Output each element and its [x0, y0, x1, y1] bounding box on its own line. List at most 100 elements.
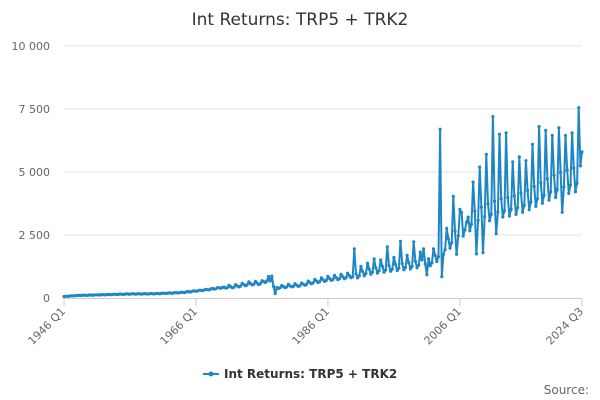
x-tick-label: 2024 Q3: [544, 305, 587, 348]
data-point: [572, 166, 576, 170]
data-point: [544, 128, 548, 132]
data-point: [352, 247, 356, 251]
data-point: [225, 286, 229, 290]
data-point: [438, 127, 442, 131]
data-point: [402, 268, 406, 272]
data-point: [445, 226, 449, 230]
data-point: [417, 263, 421, 267]
data-point: [568, 183, 573, 187]
data-point: [560, 210, 564, 214]
data-point: [453, 229, 457, 233]
data-point: [549, 190, 553, 194]
data-point: [552, 173, 556, 177]
data-point: [473, 209, 477, 213]
data-point: [489, 212, 493, 216]
data-point: [464, 220, 469, 224]
data-point: [433, 253, 437, 257]
data-point: [448, 246, 452, 250]
data-point: [559, 170, 563, 175]
data-point: [420, 258, 424, 262]
data-point: [410, 264, 414, 268]
data-point: [430, 261, 434, 265]
data-point: [456, 234, 460, 238]
data-point: [370, 270, 375, 274]
data-point: [565, 168, 569, 172]
data-point: [463, 228, 467, 232]
data-point: [497, 132, 502, 136]
data-point: [382, 270, 386, 274]
data-point: [491, 115, 495, 119]
data-point: [372, 257, 376, 261]
data-point: [468, 229, 472, 233]
data-point: [540, 201, 545, 205]
data-point: [362, 274, 366, 278]
series-line: [63, 106, 583, 298]
x-tick-label: 2006 Q1: [422, 305, 465, 348]
data-point: [524, 159, 528, 163]
data-point: [379, 258, 383, 262]
data-point: [455, 252, 459, 256]
data-point: [304, 282, 309, 286]
data-point: [575, 181, 579, 185]
data-point: [413, 259, 417, 263]
data-point: [507, 214, 511, 218]
data-point: [395, 268, 399, 273]
y-tick-label: 2 500: [19, 229, 51, 242]
x-tick-label: 1946 Q1: [26, 305, 69, 348]
data-point: [527, 208, 531, 212]
data-point: [384, 268, 388, 272]
data-point: [483, 215, 487, 219]
y-tick-label: 7 500: [19, 103, 51, 116]
data-point: [268, 279, 272, 283]
data-point: [408, 267, 412, 271]
data-point: [532, 184, 536, 189]
data-point: [367, 267, 371, 271]
data-point: [547, 198, 551, 202]
data-point: [578, 164, 583, 168]
data-point: [252, 282, 256, 286]
data-point: [403, 265, 408, 270]
data-point: [466, 215, 470, 219]
data-point: [529, 200, 533, 204]
data-point: [494, 232, 498, 236]
data-point: [318, 280, 322, 284]
data-point: [359, 264, 363, 268]
data-point: [460, 210, 464, 214]
data-point: [555, 187, 559, 191]
data-point: [514, 212, 518, 216]
data-point: [238, 284, 243, 288]
data-point: [407, 261, 411, 265]
data-point: [285, 285, 289, 289]
data-point: [486, 202, 490, 206]
data-point: [535, 197, 540, 201]
data-point: [545, 177, 550, 181]
data-point: [488, 219, 492, 223]
data-point: [481, 251, 485, 255]
data-point: [278, 286, 282, 290]
data-point: [377, 269, 381, 273]
data-point: [493, 199, 497, 203]
data-point: [258, 282, 262, 286]
data-point: [425, 273, 429, 277]
x-axis: 1946 Q1 1966 Q1 1986 Q1 2006 Q1 2024 Q3: [26, 298, 587, 348]
data-point: [332, 273, 337, 277]
y-tick-label: 0: [43, 292, 50, 305]
data-point: [400, 262, 404, 266]
data-point: [398, 239, 403, 243]
legend[interactable]: Int Returns: TRP5 + TRK2: [203, 367, 397, 381]
data-point: [501, 215, 505, 219]
data-point: [422, 247, 426, 251]
x-tick-label: 1966 Q1: [158, 305, 201, 348]
y-tick-label: 10 000: [12, 40, 51, 53]
data-point: [298, 284, 302, 288]
data-point: [458, 207, 462, 211]
data-point: [337, 277, 342, 281]
data-point: [563, 133, 568, 138]
data-point: [573, 190, 578, 194]
data-point: [550, 133, 554, 138]
data-point: [567, 191, 571, 195]
data-point: [339, 272, 343, 276]
data-point: [265, 279, 269, 283]
data-point: [469, 222, 474, 226]
data-point: [496, 210, 500, 214]
